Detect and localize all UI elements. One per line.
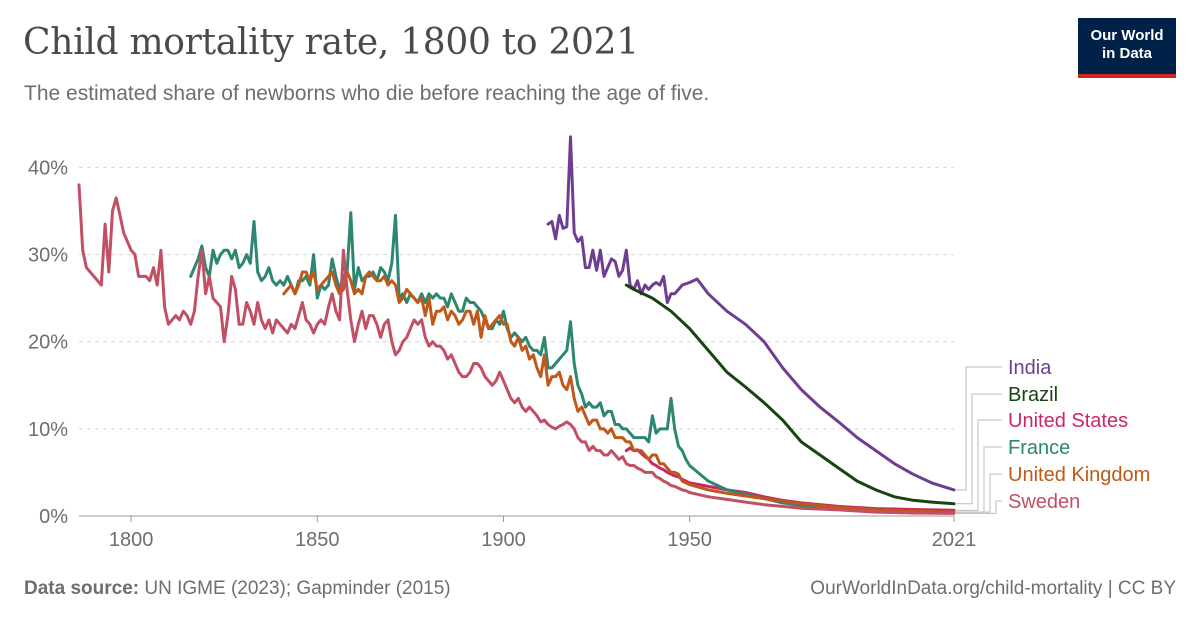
x-tick-label: 2021: [932, 529, 977, 551]
legend-label-united-kingdom[interactable]: United Kingdom: [1008, 464, 1150, 486]
legend: India Brazil United States France United Kin…: [956, 357, 1150, 514]
data-source-note: Data source: UN IGME (2023); Gapminder (…: [24, 578, 451, 600]
legend-label-india[interactable]: India: [1008, 357, 1052, 379]
y-tick-label: 30%: [28, 245, 68, 267]
legend-connector: [956, 473, 1002, 513]
y-tick-label: 20%: [28, 332, 68, 354]
logo-line-2: in Data: [1101, 45, 1152, 62]
legend-label-united-states[interactable]: United States: [1008, 410, 1128, 432]
data-source-label: Data source:: [24, 578, 140, 599]
y-tick-label: 40%: [28, 157, 68, 179]
owid-logo[interactable]: Our World in Data: [1078, 18, 1176, 78]
grid-lines: [79, 166, 954, 430]
data-source-text: UN IGME (2023); Gapminder (2015): [139, 578, 451, 599]
y-tick-label: 0%: [39, 506, 68, 528]
legend-label-brazil[interactable]: Brazil: [1008, 384, 1058, 406]
legend-connector: [956, 393, 1002, 505]
series-line-brazil[interactable]: [624, 283, 956, 506]
series-line-france[interactable]: [189, 211, 956, 514]
logo-line-1: Our World: [1090, 27, 1164, 44]
page-title: Child mortality rate, 1800 to 2021: [23, 22, 639, 63]
y-tick-label: 10%: [28, 419, 68, 441]
series-line-india[interactable]: [546, 135, 956, 492]
legend-label-sweden[interactable]: Sweden: [1008, 491, 1080, 513]
x-tick-label: 1900: [481, 529, 526, 551]
series-line-united-kingdom[interactable]: [282, 270, 956, 514]
legend-connector: [956, 446, 1002, 513]
series-lines: [77, 135, 956, 515]
x-tick-label: 1950: [667, 529, 712, 551]
page-subtitle: The estimated share of newborns who die …: [24, 82, 710, 105]
x-tick-label: 1850: [295, 529, 340, 551]
legend-connector: [956, 500, 1002, 514]
legend-connector: [956, 366, 1002, 491]
source-url-link[interactable]: OurWorldInData.org/child-mortality | CC …: [810, 578, 1176, 599]
legend-label-france[interactable]: France: [1008, 437, 1070, 459]
x-tick-label: 1800: [109, 529, 154, 551]
axes: 0% 10% 20% 30% 40% 1800 1850 1900 1950 2021: [28, 157, 976, 551]
legend-connector: [956, 419, 1002, 511]
series-line-sweden[interactable]: [77, 183, 956, 515]
